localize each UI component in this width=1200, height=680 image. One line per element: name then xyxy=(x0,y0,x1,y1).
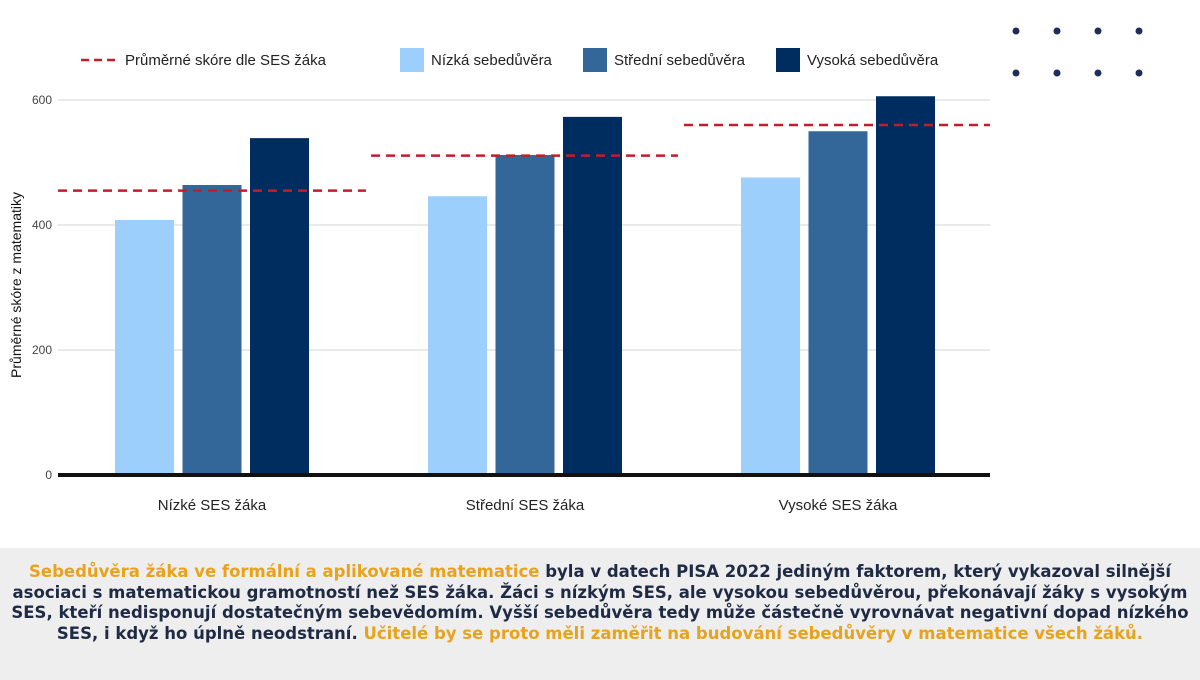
y-tick-label: 0 xyxy=(45,468,52,482)
decor-dot xyxy=(1094,69,1102,77)
legend-label-ses-average: Průměrné skóre dle SES žáka xyxy=(125,52,327,69)
decorative-dots xyxy=(1012,27,1143,77)
decor-dot xyxy=(1135,69,1143,77)
bars xyxy=(115,96,935,475)
x-category-label: Vysoké SES žáka xyxy=(779,497,898,514)
legend-label: Střední sebedůvěra xyxy=(614,52,746,69)
bar xyxy=(876,96,935,475)
y-tick-label: 400 xyxy=(32,218,52,232)
chart-legend: Průměrné skóre dle SES žáka Nízká sebedův… xyxy=(81,48,939,72)
bar xyxy=(115,220,174,475)
decor-dot xyxy=(1053,69,1061,77)
legend-label: Vysoká sebedůvěra xyxy=(807,52,939,69)
chart: Průměrné skóre dle SES žáka Nízká sebedův… xyxy=(8,27,1143,514)
decor-dot xyxy=(1012,27,1020,35)
legend-label: Nízká sebedůvěra xyxy=(431,52,553,69)
y-axis-ticks: 0 200 400 600 xyxy=(32,93,52,482)
caption-highlight-teachers: Učitelé by se proto měli zaměřit na budo… xyxy=(363,623,1144,643)
x-category-label: Nízké SES žáka xyxy=(158,497,267,514)
x-category-label: Střední SES žáka xyxy=(466,497,585,514)
y-tick-label: 200 xyxy=(32,343,52,357)
caption-body: byla v datech PISA 2022 jediným faktorem… xyxy=(11,562,1189,643)
bar xyxy=(250,138,309,475)
bar xyxy=(495,155,555,475)
bar xyxy=(563,116,622,475)
decor-dot xyxy=(1094,27,1102,35)
y-axis-label: Průměrné skóre z matematiky xyxy=(8,192,24,378)
bar xyxy=(182,185,242,475)
caption-highlight-confidence: Sebedůvěra žáka ve formální a aplikované… xyxy=(29,562,540,581)
legend-swatch xyxy=(400,48,424,72)
x-axis-categories: Nízké SES žáka Střední SES žáka Vysoké SES… xyxy=(158,497,898,514)
legend-swatch xyxy=(583,48,607,72)
y-tick-label: 600 xyxy=(32,93,52,107)
decor-dot xyxy=(1012,69,1020,77)
decor-dot xyxy=(1053,27,1061,35)
bar xyxy=(808,131,868,475)
ses-average-lines xyxy=(58,123,990,192)
legend-swatch xyxy=(776,48,800,72)
decor-dot xyxy=(1135,27,1143,35)
bar xyxy=(741,177,800,475)
bar xyxy=(428,196,487,475)
caption-text: Sebedůvěra žáka ve formální a aplikované… xyxy=(0,548,1200,680)
